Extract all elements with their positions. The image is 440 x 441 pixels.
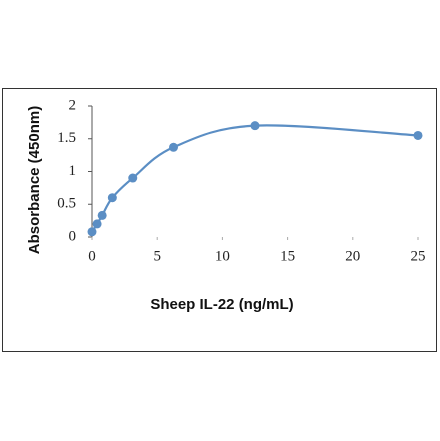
curve — [91, 124, 419, 233]
point — [128, 173, 138, 183]
x-axis-title: Sheep IL-22 (ng/mL) — [150, 296, 293, 313]
point — [107, 193, 117, 203]
chart-frame — [2, 88, 437, 352]
x-tick-label: 20 — [345, 248, 360, 264]
y-tick-label: 1 — [69, 163, 77, 179]
point — [97, 210, 107, 220]
point — [413, 130, 423, 140]
y-tick-label: 1.5 — [57, 130, 76, 146]
point — [169, 142, 178, 152]
point — [87, 227, 97, 237]
x-tick-label: 15 — [280, 248, 295, 264]
y-tick-label: 0.5 — [57, 196, 76, 212]
x-tick-label: 25 — [411, 248, 426, 264]
y-tick-label: 2 — [69, 97, 77, 113]
x-tick-label: 10 — [215, 248, 230, 264]
y-axis-title: Absorbance (450nm) — [26, 106, 43, 254]
point — [250, 121, 260, 131]
x-tick-label: 0 — [88, 248, 96, 264]
y-tick-label: 0 — [69, 228, 77, 244]
point — [92, 219, 102, 229]
x-tick-label: 5 — [153, 248, 161, 264]
